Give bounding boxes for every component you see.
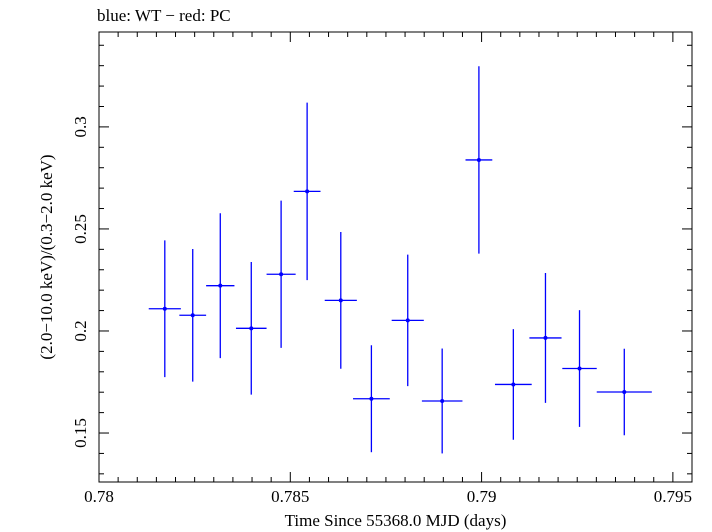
- chart-title: blue: WT − red: PC: [97, 6, 231, 25]
- point-marker: [162, 306, 167, 311]
- y-tick-label: 0.25: [71, 214, 90, 244]
- data-point: [293, 102, 321, 281]
- point-marker: [577, 366, 582, 371]
- point-marker: [476, 157, 481, 162]
- point-marker: [543, 335, 548, 340]
- point-marker: [622, 390, 627, 394]
- data-marks: [148, 66, 652, 454]
- y-tick-label: 0.15: [71, 418, 90, 448]
- data-point: [562, 310, 597, 427]
- data-point: [596, 348, 652, 436]
- data-point: [235, 262, 267, 395]
- axis-tick-labels: 0.78 0.785 0.79 0.795 0.15 0.2 0.25 0.3: [71, 116, 692, 506]
- x-tick-label: 0.785: [271, 487, 309, 506]
- point-marker: [369, 396, 374, 401]
- point-marker: [279, 272, 284, 277]
- data-point: [206, 213, 235, 359]
- point-marker: [305, 189, 310, 194]
- x-tick-label: 0.78: [84, 487, 114, 506]
- data-point: [391, 254, 424, 387]
- x-axis-label: Time Since 55368.0 MJD (days): [285, 511, 507, 530]
- x-tick-label: 0.79: [467, 487, 497, 506]
- point-marker: [249, 326, 254, 331]
- data-point: [353, 345, 390, 453]
- data-point: [494, 329, 532, 440]
- data-point: [421, 348, 463, 454]
- data-point: [465, 66, 493, 254]
- data-point: [529, 273, 562, 403]
- y-axis-label: (2.0−10.0 keV)/(0.3−2.0 keV): [37, 154, 56, 359]
- point-marker: [218, 283, 223, 288]
- data-point: [148, 240, 181, 378]
- y-tick-label: 0.3: [71, 116, 90, 137]
- data-point: [179, 248, 207, 382]
- point-marker: [511, 382, 516, 387]
- plot-frame: [98, 31, 693, 483]
- point-marker: [338, 298, 343, 303]
- point-marker: [440, 398, 445, 403]
- point-marker: [405, 318, 410, 323]
- y-tick-label: 0.2: [71, 320, 90, 341]
- x-tick-label: 0.795: [654, 487, 692, 506]
- data-point: [324, 232, 357, 369]
- axis-ticks: [98, 32, 693, 482]
- point-marker: [190, 313, 195, 318]
- data-point: [266, 200, 296, 348]
